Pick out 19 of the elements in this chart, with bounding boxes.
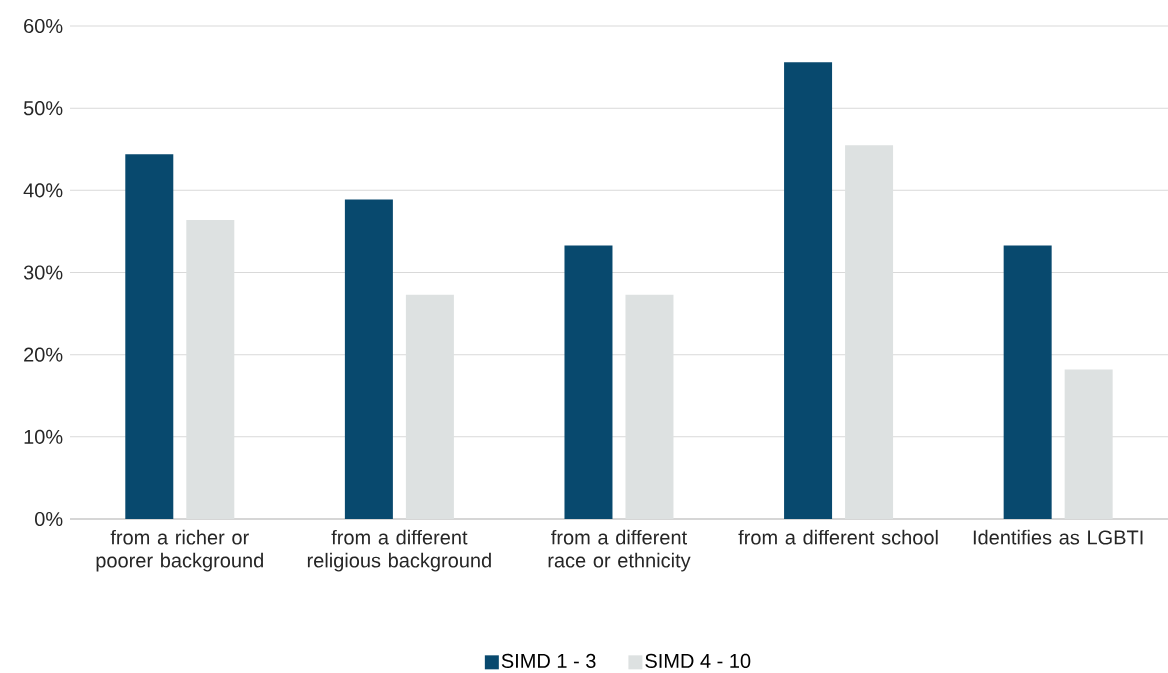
y-tick-label: 30% xyxy=(23,265,63,280)
bar xyxy=(784,62,833,519)
legend-label: SIMD 1 - 3 xyxy=(501,653,596,668)
bar xyxy=(125,154,174,519)
bar xyxy=(344,199,393,519)
y-tick-label: 60% xyxy=(24,18,63,34)
x-tick-label: Identifies as LGBTI xyxy=(973,529,1143,545)
x-tick-label: from a different race or ethnicity xyxy=(548,529,691,572)
y-tick-label: 0% xyxy=(35,511,63,527)
y-tick-label: 50% xyxy=(23,101,63,116)
x-tick-label: from a richer or poorer background xyxy=(96,529,263,572)
y-tick-label: 20% xyxy=(24,347,63,362)
x-tick-label: from a different school xyxy=(738,529,938,545)
bar xyxy=(564,245,613,519)
x-tick-label: from a different religious background xyxy=(307,529,491,572)
bar xyxy=(1003,245,1052,519)
y-tick-label: 40% xyxy=(23,183,63,198)
legend-label: SIMD 4 - 10 xyxy=(645,653,751,668)
y-tick-label: 10% xyxy=(24,429,63,444)
